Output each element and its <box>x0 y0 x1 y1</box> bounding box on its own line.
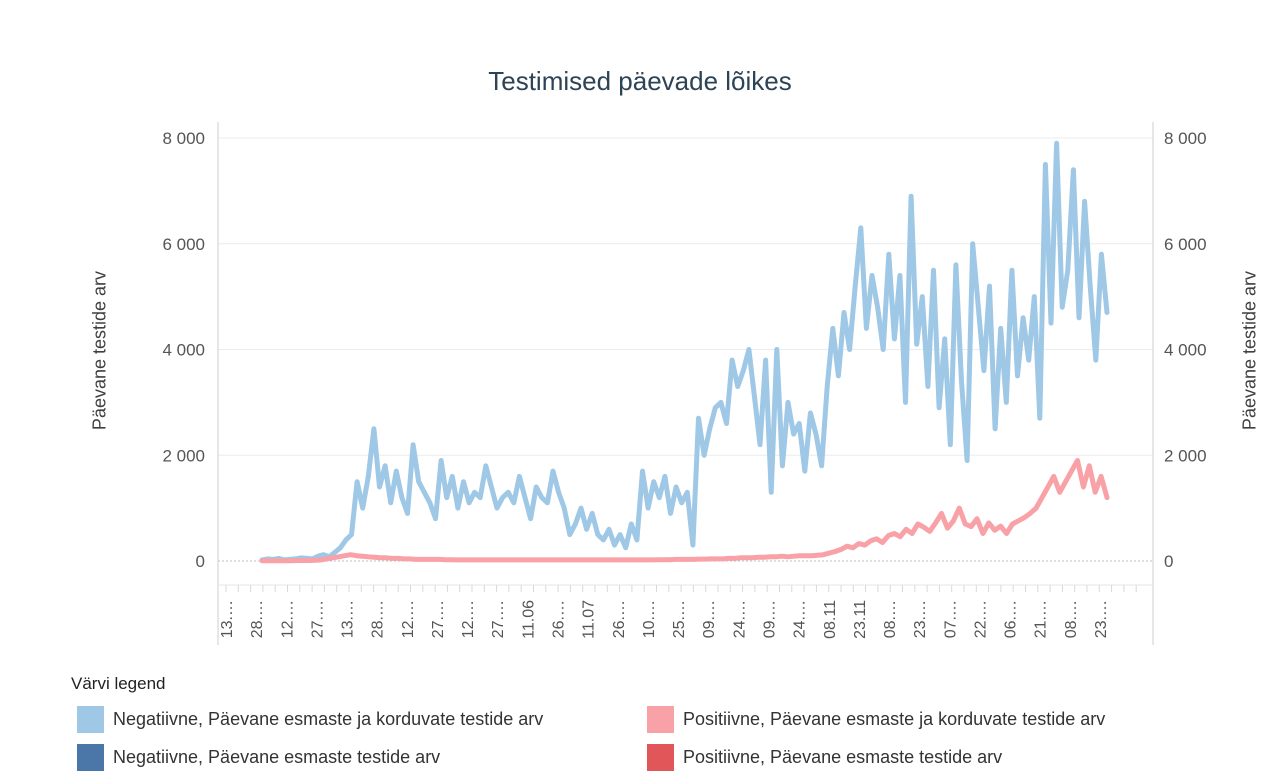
x-tick-label: 12.… <box>460 600 477 638</box>
x-tick-label: 07.… <box>942 600 959 638</box>
x-tick-label: 28.… <box>249 600 266 638</box>
legend-label-neg-total: Negatiivne, Päevane esmaste ja korduvate… <box>113 709 544 729</box>
legend-item-neg-total[interactable]: Negatiivne, Päevane esmaste ja korduvate… <box>77 706 543 733</box>
legend-label-pos-total: Positiivne, Päevane esmaste ja korduvate… <box>683 709 1106 729</box>
x-tick-label: 24.… <box>792 600 809 638</box>
x-tick-label: 26.… <box>611 600 628 638</box>
x-tick-label: 10.… <box>641 600 658 638</box>
y-tick-right: 2 000 <box>1164 446 1207 465</box>
x-tick-label: 23.… <box>912 600 929 638</box>
x-tick-label: 13.… <box>340 600 357 638</box>
x-tick-label: 11.07 <box>581 600 598 639</box>
y-tick-left: 8 000 <box>162 129 205 148</box>
x-tick-label: 08.11 <box>822 600 839 639</box>
x-tick-label: 22.… <box>972 600 989 638</box>
y-tick-left: 0 <box>196 552 205 571</box>
series-line-0 <box>259 140 1110 563</box>
legend-item-pos-total[interactable]: Positiivne, Päevane esmaste ja korduvate… <box>647 706 1105 733</box>
series-line-1 <box>259 458 1110 564</box>
x-tick-label: 08.… <box>1063 600 1080 638</box>
x-tick-label: 11.06 <box>520 600 537 639</box>
x-tick-label: 06.… <box>1003 600 1020 638</box>
x-tick-label: 09.… <box>761 600 778 638</box>
x-tick-label: 25.… <box>671 600 688 638</box>
legend-item-neg-first[interactable]: Negatiivne, Päevane esmaste testide arv <box>77 744 440 771</box>
y-tick-right: 4 000 <box>1164 341 1207 360</box>
x-tick-label: 24.… <box>731 600 748 638</box>
legend-label-neg-first: Negatiivne, Päevane esmaste testide arv <box>113 747 441 767</box>
legend-swatch-pos-first <box>647 744 674 771</box>
y-tick-right: 8 000 <box>1164 129 1207 148</box>
legend-label-pos-first: Positiivne, Päevane esmaste testide arv <box>683 747 1003 767</box>
x-tick-label: 21.… <box>1033 600 1050 638</box>
x-tick-label: 12.… <box>279 600 296 638</box>
x-tick-label: 08.… <box>882 600 899 638</box>
legend-swatch-neg-total <box>77 706 104 733</box>
x-tick-label: 27.… <box>430 600 447 638</box>
x-tick-label: 23.11 <box>852 600 869 639</box>
legend-item-pos-first[interactable]: Positiivne, Päevane esmaste testide arv <box>647 744 1002 771</box>
x-tick-label: 23.… <box>1093 600 1110 638</box>
x-tick-label: 27.… <box>309 600 326 638</box>
chart-title: Testimised päevade lõikes <box>488 66 792 96</box>
chart-area: 0 0 2 000 2 000 4 000 4 000 6 000 6 000 8 000 8 0… <box>162 122 1207 645</box>
legend-swatch-neg-first <box>77 744 104 771</box>
legend-swatch-pos-total <box>647 706 674 733</box>
y-tick-left: 6 000 <box>162 235 205 254</box>
x-tick-label: 12.… <box>400 600 417 638</box>
x-tick-label: 28.… <box>370 600 387 638</box>
x-tick-label: 26.… <box>551 600 568 638</box>
x-tick-label: 13.… <box>219 600 236 638</box>
y-tick-left: 4 000 <box>162 341 205 360</box>
y-tick-left: 2 000 <box>162 446 205 465</box>
x-tick-label: 27.… <box>490 600 507 638</box>
y-tick-right: 0 <box>1164 552 1173 571</box>
y-tick-right: 6 000 <box>1164 235 1207 254</box>
legend-title: Värvi legend <box>71 674 166 693</box>
x-tick-label: 09.… <box>701 600 718 638</box>
